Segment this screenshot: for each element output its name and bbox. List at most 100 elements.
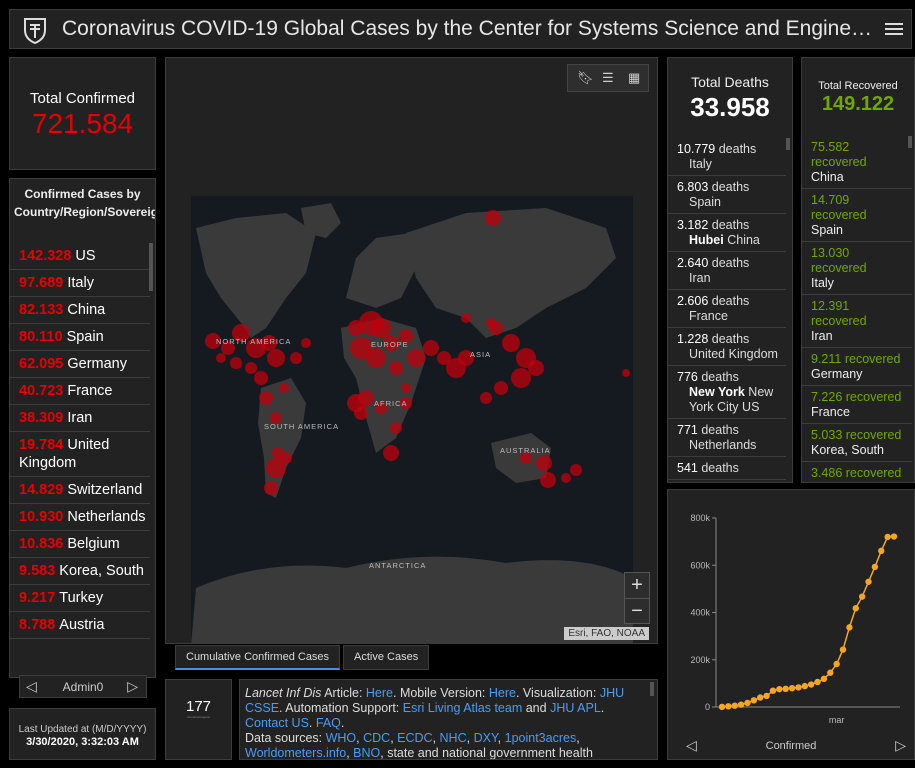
legend-list-icon[interactable]: ☰ <box>602 70 614 85</box>
deaths-list-item[interactable]: 2.606 deaths France <box>668 290 786 328</box>
confirmed-list-item[interactable]: 19.784 United Kingdom <box>10 432 150 477</box>
confirmed-data-point[interactable] <box>871 563 879 571</box>
confirmed-data-point[interactable] <box>788 684 796 692</box>
case-bubble[interactable] <box>301 338 311 348</box>
confirmed-list-item[interactable]: 142.328 US <box>10 243 150 270</box>
case-bubble[interactable] <box>383 335 399 351</box>
case-bubble[interactable] <box>290 352 302 364</box>
confirmed-data-point[interactable] <box>827 669 834 676</box>
case-bubble[interactable] <box>245 362 257 374</box>
confirmed-list-item[interactable]: 97.689 Italy <box>10 270 150 297</box>
case-bubble[interactable] <box>400 397 412 409</box>
zoom-in-button[interactable]: + <box>631 574 643 596</box>
deaths-list-item[interactable]: 2.640 deaths Iran <box>668 252 786 290</box>
case-bubble[interactable] <box>389 361 403 375</box>
case-bubble[interactable] <box>350 337 372 359</box>
who-link[interactable]: WHO <box>325 731 357 745</box>
confirmed-data-point[interactable] <box>769 687 777 694</box>
recovered-list-item[interactable]: 12.391 recovered Iran <box>802 295 912 348</box>
tab-cumulative-confirmed[interactable]: Cumulative Confirmed Cases <box>175 645 341 670</box>
confirmed-data-point[interactable] <box>763 692 770 700</box>
bno-link[interactable]: BNO <box>353 746 381 760</box>
deaths-list-item[interactable]: 541 deaths <box>668 457 786 480</box>
case-bubble[interactable] <box>536 455 552 471</box>
confirmed-data-point[interactable] <box>884 533 891 541</box>
case-bubble[interactable] <box>230 357 242 369</box>
confirmed-list-item[interactable]: 62.095 Germany <box>10 351 150 378</box>
confirmed-data-point[interactable] <box>801 682 809 690</box>
deaths-list-item[interactable]: 3.182 deaths Hubei China <box>668 214 786 252</box>
deaths-list-item[interactable]: 771 deaths Netherlands <box>668 419 786 457</box>
case-bubble[interactable] <box>270 412 282 424</box>
case-bubble[interactable] <box>221 341 235 355</box>
confirmed-data-point[interactable] <box>858 593 866 600</box>
confirmed-list-item[interactable]: 10.930 Netherlands <box>10 504 150 531</box>
article-link[interactable]: Here <box>365 686 393 700</box>
confirmed-list-item[interactable]: 80.110 Spain <box>10 324 150 351</box>
faq-link[interactable]: FAQ <box>315 716 341 730</box>
case-bubble[interactable] <box>272 447 284 459</box>
confirmed-list-item[interactable]: 14.829 Switzerland <box>10 477 150 504</box>
case-bubble[interactable] <box>458 350 474 366</box>
case-bubble[interactable] <box>375 402 387 414</box>
confirmed-data-point[interactable] <box>718 703 726 711</box>
tab-active-cases[interactable]: Active Cases <box>343 645 430 670</box>
recovered-list-scrollbar[interactable] <box>908 136 912 148</box>
zoom-out-button[interactable]: − <box>625 598 649 623</box>
jhu-csse-link[interactable]: JHU CSSE <box>245 686 625 715</box>
confirmed-list-item[interactable]: 9.583 Korea, South <box>10 558 150 585</box>
confirmed-data-point[interactable] <box>814 678 821 686</box>
case-bubble[interactable] <box>205 333 221 349</box>
pager-prev-icon[interactable]: ◁ <box>26 678 37 694</box>
mobile-version-link[interactable]: Here <box>488 686 516 700</box>
case-bubble[interactable] <box>366 348 386 368</box>
recovered-list-item[interactable]: 5.033 recovered Korea, South <box>802 424 912 462</box>
recovered-list-item[interactable]: 3.486 recovered <box>802 462 912 482</box>
case-bubble[interactable] <box>423 340 439 356</box>
esri-living-atlas-link[interactable]: Esri Living Atlas team <box>402 701 523 715</box>
basemap-gallery-icon[interactable]: ▦ <box>628 70 641 85</box>
case-bubble[interactable] <box>540 472 556 488</box>
case-bubble[interactable] <box>261 335 277 351</box>
case-bubble[interactable] <box>622 369 630 377</box>
confirmed-data-point[interactable] <box>833 660 840 668</box>
case-bubble[interactable] <box>494 381 508 395</box>
case-bubble[interactable] <box>407 349 425 367</box>
contact-us-link[interactable]: Contact US <box>245 716 309 730</box>
case-bubble[interactable] <box>486 318 496 328</box>
confirmed-data-point[interactable] <box>750 697 758 704</box>
deaths-list-item[interactable]: 1.228 deaths United Kingdom <box>668 328 786 366</box>
case-bubble[interactable] <box>279 383 289 393</box>
case-bubble[interactable] <box>383 445 399 461</box>
case-bubble[interactable] <box>437 351 451 365</box>
case-bubble[interactable] <box>232 324 250 342</box>
recovered-list-item[interactable]: 75.582 recovered China <box>802 136 912 189</box>
cdc-link[interactable]: CDC <box>363 731 391 745</box>
recovered-list-item[interactable]: 7.226 recovered France <box>802 386 912 424</box>
recovered-list-item[interactable]: 13.030 recovered Italy <box>802 242 912 295</box>
confirmed-list-item[interactable]: 82.133 China <box>10 297 150 324</box>
confirmed-data-point[interactable] <box>795 684 802 691</box>
confirmed-data-point[interactable] <box>776 685 783 693</box>
case-bubble[interactable] <box>266 458 286 478</box>
confirmed-list-item[interactable]: 40.723 France <box>10 378 150 405</box>
case-bubble[interactable] <box>254 371 268 385</box>
case-bubble[interactable] <box>570 464 582 476</box>
menu-icon[interactable] <box>885 20 903 38</box>
case-bubble[interactable] <box>347 394 365 412</box>
case-bubble[interactable] <box>259 391 273 405</box>
chart-prev-icon[interactable]: ◁ <box>686 737 697 753</box>
case-bubble[interactable] <box>390 422 402 434</box>
confirmed-data-point[interactable] <box>839 646 847 653</box>
confirmed-list-item[interactable]: 8.788 Austria <box>10 612 150 639</box>
confirmed-list-item[interactable]: 10.836 Belgium <box>10 531 150 558</box>
ecdc-link[interactable]: ECDC <box>397 731 433 745</box>
confirmed-data-point[interactable] <box>757 694 764 701</box>
dxy-link[interactable]: DXY <box>473 731 498 745</box>
confirmed-data-point[interactable] <box>782 685 789 693</box>
case-bubble[interactable] <box>480 392 492 404</box>
deaths-list-item[interactable]: 6.803 deaths Spain <box>668 176 786 214</box>
deaths-list-scrollbar[interactable] <box>786 138 790 150</box>
bookmark-icon[interactable]: 🔖︎ <box>577 70 594 85</box>
case-bubble[interactable] <box>264 481 278 495</box>
